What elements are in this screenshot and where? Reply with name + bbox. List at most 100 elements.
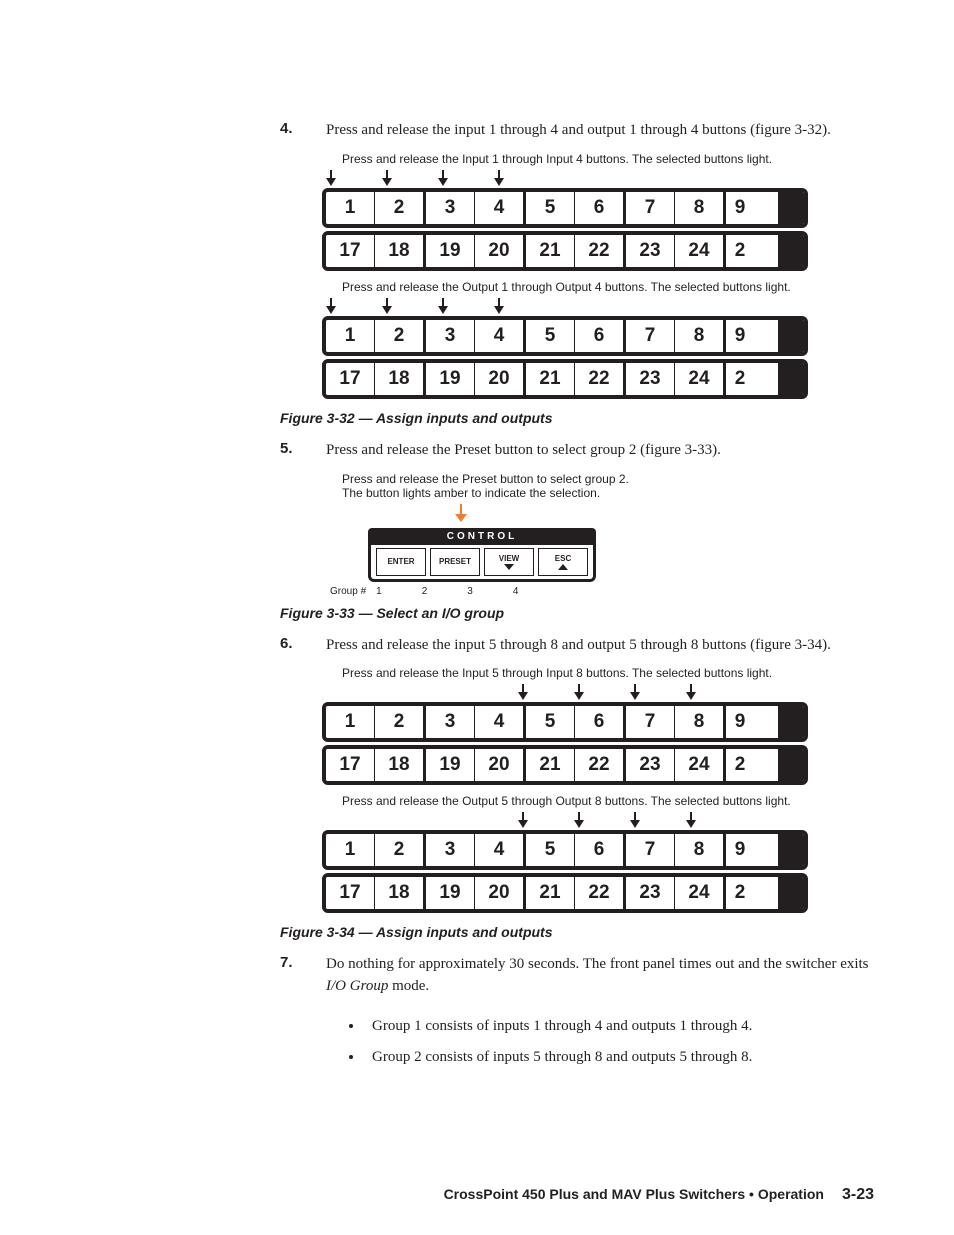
button-panel-input: 1 2 3 4 5 6 7 8 9 17 18 19 20 21 22 23 2…	[80, 188, 874, 274]
input-button-20: 20	[475, 235, 526, 267]
input-button-3: 3	[426, 706, 475, 738]
output-button-1: 1	[326, 834, 375, 866]
input-button-23: 23	[626, 235, 675, 267]
output-button-5: 5	[526, 320, 575, 352]
input-button-23: 23	[626, 749, 675, 781]
triangle-up-icon	[558, 564, 568, 570]
input-button-5: 5	[526, 192, 575, 224]
output-button-9: 9	[726, 320, 754, 352]
page-number: 3-23	[842, 1186, 874, 1204]
button-row-bottom: 17 18 19 20 21 22 23 24 2	[322, 873, 808, 913]
output-button-6: 6	[575, 834, 626, 866]
input-button-21: 21	[526, 235, 575, 267]
input-button-7: 7	[626, 192, 675, 224]
input-button-4: 4	[475, 192, 526, 224]
output-button-19: 19	[426, 877, 475, 909]
output-button-5: 5	[526, 834, 575, 866]
output-button-22: 22	[575, 877, 626, 909]
output-button-4: 4	[475, 834, 526, 866]
output-button-19: 19	[426, 363, 475, 395]
figure-caption: Figure 3-33 — Select an I/O group	[80, 605, 874, 621]
output-button-3: 3	[426, 320, 475, 352]
output-button-21: 21	[526, 363, 575, 395]
button-row-bottom: 17 18 19 20 21 22 23 24 2	[322, 745, 808, 785]
button-row-top: 1 2 3 4 5 6 7 8 9	[322, 188, 808, 228]
input-button-17: 17	[326, 749, 375, 781]
button-row-bottom: 17 18 19 20 21 22 23 24 2	[322, 231, 808, 271]
input-button-1: 1	[326, 192, 375, 224]
triangle-down-icon	[504, 564, 514, 570]
preset-button: PRESET	[430, 548, 480, 576]
footer-title: CrossPoint 450 Plus and MAV Plus Switche…	[444, 1186, 824, 1204]
button-panel-input-2: 1 2 3 4 5 6 7 8 9 17 18 19 20 21 22 23 2…	[80, 702, 874, 788]
output-button-17: 17	[326, 363, 375, 395]
step-text: Do nothing for approximately 30 seconds.…	[326, 954, 874, 998]
arrow-indicators	[80, 298, 874, 316]
output-button-1: 1	[326, 320, 375, 352]
output-button-25: 2	[726, 363, 754, 395]
button-row-top: 1 2 3 4 5 6 7 8 9	[322, 830, 808, 870]
figure-caption: Figure 3-32 — Assign inputs and outputs	[80, 410, 874, 426]
input-button-17: 17	[326, 235, 375, 267]
output-button-9: 9	[726, 834, 754, 866]
output-button-2: 2	[375, 320, 426, 352]
output-button-21: 21	[526, 877, 575, 909]
input-button-22: 22	[575, 235, 626, 267]
view-button: VIEW	[484, 548, 534, 576]
button-panel-output-2: 1 2 3 4 5 6 7 8 9 17 18 19 20 21 22 23 2…	[80, 830, 874, 916]
output-button-18: 18	[375, 877, 426, 909]
output-button-7: 7	[626, 834, 675, 866]
step-number: 5.	[80, 440, 326, 462]
preset-arrow-icon	[80, 504, 874, 524]
button-panel-output: 1 2 3 4 5 6 7 8 9 17 18 19 20 21 22 23 2…	[80, 316, 874, 402]
figure-caption-text: Press and release the Input 5 through In…	[80, 666, 874, 680]
input-button-19: 19	[426, 235, 475, 267]
input-button-3: 3	[426, 192, 475, 224]
input-button-5: 5	[526, 706, 575, 738]
output-button-6: 6	[575, 320, 626, 352]
input-button-20: 20	[475, 749, 526, 781]
bullet-item: Group 2 consists of inputs 5 through 8 a…	[364, 1044, 874, 1071]
bullet-list: Group 1 consists of inputs 1 through 4 a…	[80, 1013, 874, 1071]
input-button-21: 21	[526, 749, 575, 781]
group-labels: Group # 1 2 3 4	[80, 586, 874, 597]
step-4: 4. Press and release the input 1 through…	[80, 120, 874, 142]
output-button-23: 23	[626, 877, 675, 909]
input-button-8: 8	[675, 706, 726, 738]
output-button-18: 18	[375, 363, 426, 395]
button-row-bottom: 17 18 19 20 21 22 23 24 2	[322, 359, 808, 399]
input-button-6: 6	[575, 706, 626, 738]
out-label: O U	[819, 886, 825, 902]
output-button-4: 4	[475, 320, 526, 352]
enter-button: ENTER	[376, 548, 426, 576]
input-button-18: 18	[375, 749, 426, 781]
output-button-3: 3	[426, 834, 475, 866]
output-button-22: 22	[575, 363, 626, 395]
step-number: 6.	[80, 635, 326, 657]
figure-caption-text: Press and release the Preset button to s…	[80, 472, 874, 486]
step-5: 5. Press and release the Preset button t…	[80, 440, 874, 462]
input-button-6: 6	[575, 192, 626, 224]
input-button-25: 2	[726, 749, 754, 781]
input-button-18: 18	[375, 235, 426, 267]
input-button-2: 2	[375, 192, 426, 224]
in-label: I N	[819, 758, 825, 774]
output-button-8: 8	[675, 834, 726, 866]
output-button-17: 17	[326, 877, 375, 909]
output-button-25: 2	[726, 877, 754, 909]
input-button-19: 19	[426, 749, 475, 781]
esc-button: ESC	[538, 548, 588, 576]
output-button-24: 24	[675, 363, 726, 395]
figure-caption-text: Press and release the Output 1 through O…	[80, 280, 874, 294]
figure-caption-text: Press and release the Input 1 through In…	[80, 152, 874, 166]
output-button-7: 7	[626, 320, 675, 352]
page-footer: CrossPoint 450 Plus and MAV Plus Switche…	[0, 1146, 954, 1204]
bullet-item: Group 1 consists of inputs 1 through 4 a…	[364, 1013, 874, 1040]
output-button-8: 8	[675, 320, 726, 352]
output-button-2: 2	[375, 834, 426, 866]
step-text: Press and release the input 5 through 8 …	[326, 635, 874, 657]
input-button-9: 9	[726, 192, 754, 224]
step-text: Press and release the input 1 through 4 …	[326, 120, 874, 142]
figure-caption: Figure 3-34 — Assign inputs and outputs	[80, 924, 874, 940]
arrow-indicators	[80, 170, 874, 188]
